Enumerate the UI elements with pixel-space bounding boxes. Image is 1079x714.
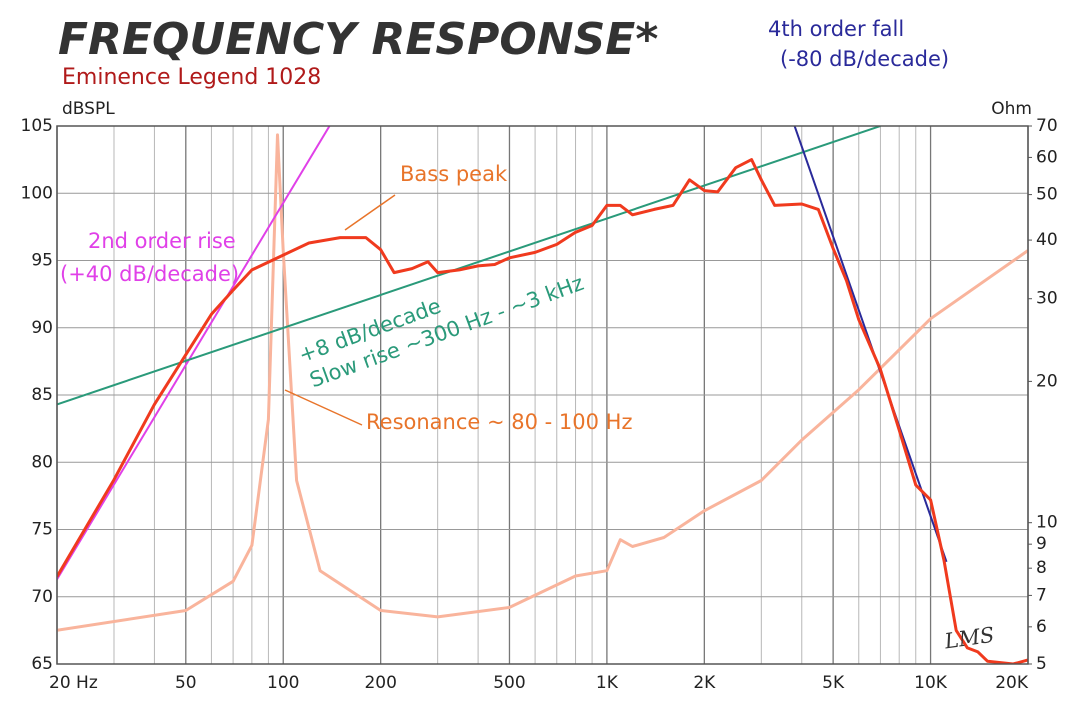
x-tick-label: 5K bbox=[822, 673, 845, 693]
plot-frame bbox=[56, 125, 1029, 665]
x-tick-label: 500 bbox=[493, 673, 525, 693]
y-tick-label: 100 bbox=[21, 183, 53, 203]
annotation: Bass peak bbox=[400, 162, 508, 186]
y-tick-label: 70 bbox=[31, 587, 53, 607]
x-tick-label: 100 bbox=[267, 673, 299, 693]
x-tick-label: 200 bbox=[364, 673, 396, 693]
y2-tick-label: 7 bbox=[1036, 585, 1047, 605]
annotation: Resonance ~ 80 - 100 Hz bbox=[366, 410, 632, 434]
y-tick-label: 65 bbox=[31, 654, 53, 674]
annotation: (+40 dB/decade) bbox=[60, 262, 239, 286]
y-tick-label: 80 bbox=[31, 452, 53, 472]
annotation: 4th order fall bbox=[768, 17, 904, 41]
annotation: 2nd order rise bbox=[88, 229, 236, 253]
y-tick-label: 75 bbox=[31, 520, 53, 540]
y2-tick-label: 70 bbox=[1036, 116, 1058, 136]
y2-tick-label: 20 bbox=[1036, 371, 1058, 391]
y-tick-label: 105 bbox=[21, 116, 53, 136]
marks bbox=[57, 126, 1028, 664]
x-tick-label: 2K bbox=[693, 673, 716, 693]
x-tick-label: 50 bbox=[175, 673, 197, 693]
chart-title: FREQUENCY RESPONSE* bbox=[58, 14, 658, 65]
y2-tick-label: 60 bbox=[1036, 147, 1058, 167]
y2-tick-label: 9 bbox=[1036, 534, 1047, 554]
y-axis-label: dBSPL bbox=[62, 99, 115, 119]
y-tick-label: 95 bbox=[31, 251, 53, 271]
y2-axis-label: Ohm bbox=[991, 99, 1032, 119]
grid bbox=[56, 125, 1029, 665]
y2-tick-label: 30 bbox=[1036, 289, 1058, 309]
chart-subtitle: Eminence Legend 1028 bbox=[62, 65, 321, 90]
x-tick-label: 20 Hz bbox=[49, 673, 98, 693]
x-tick-label: 20K bbox=[995, 673, 1029, 693]
y2-tick-label: 5 bbox=[1036, 654, 1047, 674]
y2-tick-label: 10 bbox=[1036, 513, 1058, 533]
y2-tick-label: 50 bbox=[1036, 185, 1058, 205]
x-tick-label: 10K bbox=[914, 673, 948, 693]
y-tick-label: 90 bbox=[31, 318, 53, 338]
annotation: (-80 dB/decade) bbox=[780, 47, 949, 71]
series-line bbox=[57, 133, 1028, 632]
y2-tick-label: 6 bbox=[1036, 617, 1047, 637]
series-line bbox=[57, 158, 1028, 664]
series-line bbox=[57, 126, 331, 580]
series-line bbox=[57, 126, 881, 406]
y2-tick-label: 8 bbox=[1036, 558, 1047, 578]
y2-tick-label: 40 bbox=[1036, 230, 1058, 250]
y-tick-label: 85 bbox=[31, 385, 53, 405]
leader-line bbox=[344, 194, 396, 231]
leader-line bbox=[284, 389, 363, 426]
x-tick-label: 1K bbox=[596, 673, 619, 693]
